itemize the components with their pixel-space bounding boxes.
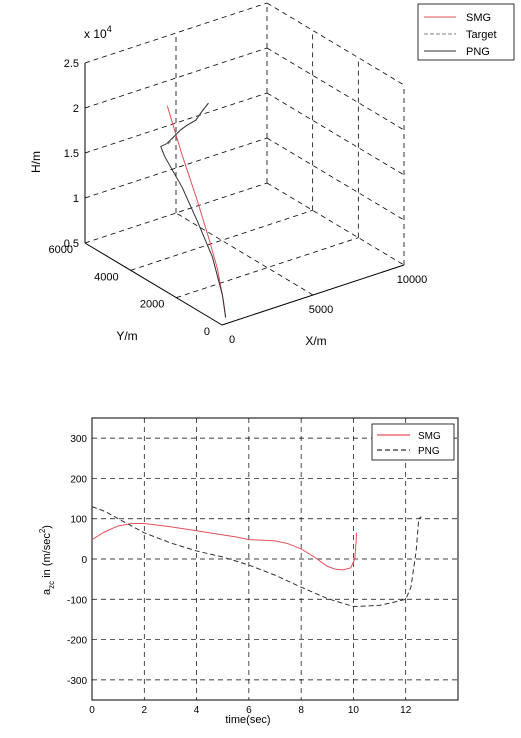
z-multiplier-label: x 104 [84, 24, 112, 41]
grid-line [84, 47, 268, 109]
legend-label: SMG [466, 12, 491, 24]
legend-box [371, 423, 455, 461]
x-tick-label: 8 [298, 705, 304, 716]
legend-label: SMG [418, 431, 441, 442]
z-tick-label: 0.5 [64, 238, 79, 250]
series-lines-3d [160, 102, 227, 318]
y-tick-label: 2000 [140, 299, 164, 311]
x-tick-label: 5000 [309, 304, 333, 316]
legend-3d: SMG Target PNG [417, 3, 515, 61]
legend-label: PNG [466, 46, 490, 58]
y-axis-label-2d: azc in (m/sec2) [38, 525, 56, 595]
y-tick-label: 0 [204, 326, 210, 338]
z-tick-label: 2 [73, 103, 79, 115]
y-tick-label: 0 [81, 555, 87, 566]
axes-box-3d [84, 2, 405, 326]
grid-line [130, 209, 313, 271]
x-axis-label: X/m [305, 334, 326, 348]
z-axis-label: H/m [29, 151, 43, 173]
y-tick-label: -300 [67, 676, 87, 687]
x-tick-label: 4 [194, 705, 200, 716]
grid-3d [84, 30, 405, 299]
y-tick-label: 100 [70, 515, 87, 526]
y-tick-label: 200 [70, 474, 87, 485]
box-edge [84, 182, 268, 244]
z-tick-label: 2.5 [64, 58, 79, 70]
x-tick-label: 2 [142, 705, 148, 716]
grid-line [84, 92, 268, 154]
series-png-line [91, 506, 422, 608]
y-tick-label: 6000 [49, 244, 73, 256]
x-tick-label: 0 [89, 705, 95, 716]
x-tick-label: 0 [229, 334, 235, 346]
y-tick-label: 4000 [94, 271, 118, 283]
x-tick-label: 10000 [397, 274, 428, 286]
box-edge [266, 2, 405, 86]
series-lines-2d [91, 506, 422, 608]
grid-2d [92, 418, 458, 700]
series-png-line [160, 102, 227, 318]
x-axis-label-2d: time(sec) [225, 714, 270, 726]
x-tick-label: 6 [246, 705, 252, 716]
y-axis-label: Y/m [116, 329, 137, 343]
y-tick-label: 300 [70, 434, 87, 445]
grid-line [176, 237, 359, 299]
x-tick-label: 10 [348, 705, 360, 716]
grid-line [266, 47, 405, 131]
y-axis-line [84, 242, 223, 326]
y-tick-label: -100 [67, 595, 87, 606]
x-tick-label: 12 [400, 705, 412, 716]
legend-label: PNG [418, 446, 440, 457]
box-edge [266, 182, 405, 266]
tick-labels-2d: 0 2 4 6 8 10 12 300 200 100 0 -100 -200 -300 [67, 434, 412, 716]
grid-line [84, 137, 268, 199]
series-smg-line [91, 523, 358, 571]
y-tick-label: -200 [67, 636, 87, 647]
z-tick-label: 1.5 [64, 148, 79, 160]
grid-line [266, 92, 405, 176]
legend-2d: SMG PNG [371, 423, 455, 461]
grid-line [175, 212, 314, 296]
legend-label: Target [466, 29, 497, 41]
box-edge [84, 2, 268, 64]
z-tick-label: 1 [73, 193, 79, 205]
grid-line [266, 137, 405, 221]
acceleration-chart: 0 2 4 6 8 10 12 300 200 100 0 -100 -200 -300 time(sec… [38, 417, 459, 726]
